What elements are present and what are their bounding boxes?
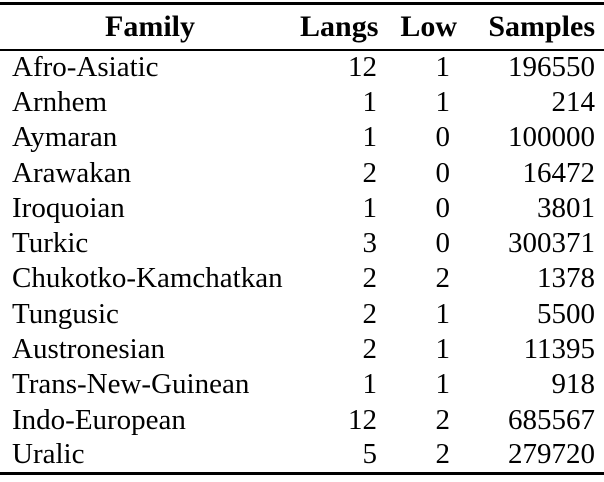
low-cell: 2 bbox=[435, 262, 451, 295]
samples-cell: 16472 bbox=[522, 156, 596, 189]
langs-cell: 12 bbox=[348, 51, 377, 84]
column-header-langs: Langs bbox=[300, 9, 379, 43]
langs-cell: 1 bbox=[362, 368, 378, 401]
family-cell: Arnhem bbox=[12, 85, 108, 118]
samples-cell: 3801 bbox=[537, 191, 595, 224]
langs-cell: 5 bbox=[362, 438, 378, 471]
column-header-family: Family bbox=[105, 9, 195, 43]
langs-cell: 1 bbox=[362, 191, 378, 224]
low-cell: 1 bbox=[435, 85, 451, 118]
table-row: Turkic 3 0 300371 bbox=[0, 226, 604, 261]
langs-cell: 2 bbox=[362, 262, 378, 295]
low-cell: 0 bbox=[435, 227, 451, 260]
family-cell: Uralic bbox=[12, 438, 85, 471]
samples-cell: 279720 bbox=[508, 438, 595, 471]
family-cell: Arawakan bbox=[12, 156, 132, 189]
langs-cell: 2 bbox=[362, 297, 378, 330]
samples-cell: 214 bbox=[551, 85, 596, 118]
table-row: Austronesian 2 1 11395 bbox=[0, 332, 604, 367]
low-cell: 0 bbox=[435, 191, 451, 224]
table-row: Chukotko-Kamchatkan 2 2 1378 bbox=[0, 261, 604, 296]
table-row: Aymaran 1 0 100000 bbox=[0, 120, 604, 155]
family-cell: Tungusic bbox=[12, 297, 119, 330]
header-row: Family Langs Low Samples bbox=[0, 4, 604, 50]
table-body: Afro-Asiatic 12 1 196550 Arnhem 1 1 214 … bbox=[0, 50, 604, 474]
column-header-low: Low bbox=[400, 9, 457, 43]
table-row: Arawakan 2 0 16472 bbox=[0, 155, 604, 190]
samples-cell: 100000 bbox=[508, 121, 595, 154]
table-row: Arnhem 1 1 214 bbox=[0, 85, 604, 120]
family-cell: Iroquoian bbox=[12, 191, 125, 224]
samples-cell: 11395 bbox=[523, 333, 595, 366]
table-header: Family Langs Low Samples bbox=[0, 4, 604, 50]
family-cell: Afro-Asiatic bbox=[12, 51, 159, 84]
family-cell: Trans-New-Guinean bbox=[12, 368, 250, 401]
samples-cell: 300371 bbox=[508, 227, 595, 260]
samples-cell: 196550 bbox=[508, 51, 595, 84]
low-cell: 0 bbox=[435, 156, 451, 189]
table-row: Afro-Asiatic 12 1 196550 bbox=[0, 50, 604, 85]
table-row: Uralic 5 2 279720 bbox=[0, 438, 604, 473]
langs-cell: 1 bbox=[362, 121, 378, 154]
langs-cell: 1 bbox=[362, 85, 378, 118]
langs-cell: 2 bbox=[362, 333, 378, 366]
family-cell: Chukotko-Kamchatkan bbox=[12, 262, 283, 295]
column-header-samples: Samples bbox=[488, 9, 595, 43]
langs-cell: 12 bbox=[348, 403, 377, 436]
table-row: Iroquoian 1 0 3801 bbox=[0, 191, 604, 226]
samples-cell: 5500 bbox=[537, 297, 595, 330]
langs-cell: 3 bbox=[362, 227, 378, 260]
low-cell: 1 bbox=[435, 368, 451, 401]
low-cell: 2 bbox=[435, 403, 451, 436]
langs-cell: 2 bbox=[362, 156, 378, 189]
family-cell: Austronesian bbox=[12, 333, 166, 366]
family-cell: Aymaran bbox=[12, 121, 118, 154]
low-cell: 1 bbox=[435, 297, 451, 330]
table-row: Tungusic 2 1 5500 bbox=[0, 297, 604, 332]
table-row: Indo-European 12 2 685567 bbox=[0, 402, 604, 437]
table-row: Trans-New-Guinean 1 1 918 bbox=[0, 367, 604, 402]
family-cell: Turkic bbox=[12, 227, 89, 260]
samples-cell: 685567 bbox=[508, 403, 595, 436]
samples-cell: 1378 bbox=[537, 262, 595, 295]
low-cell: 1 bbox=[435, 51, 451, 84]
low-cell: 0 bbox=[435, 121, 451, 154]
low-cell: 2 bbox=[435, 438, 451, 471]
samples-cell: 918 bbox=[551, 368, 596, 401]
low-cell: 1 bbox=[435, 333, 451, 366]
family-cell: Indo-European bbox=[12, 403, 186, 436]
